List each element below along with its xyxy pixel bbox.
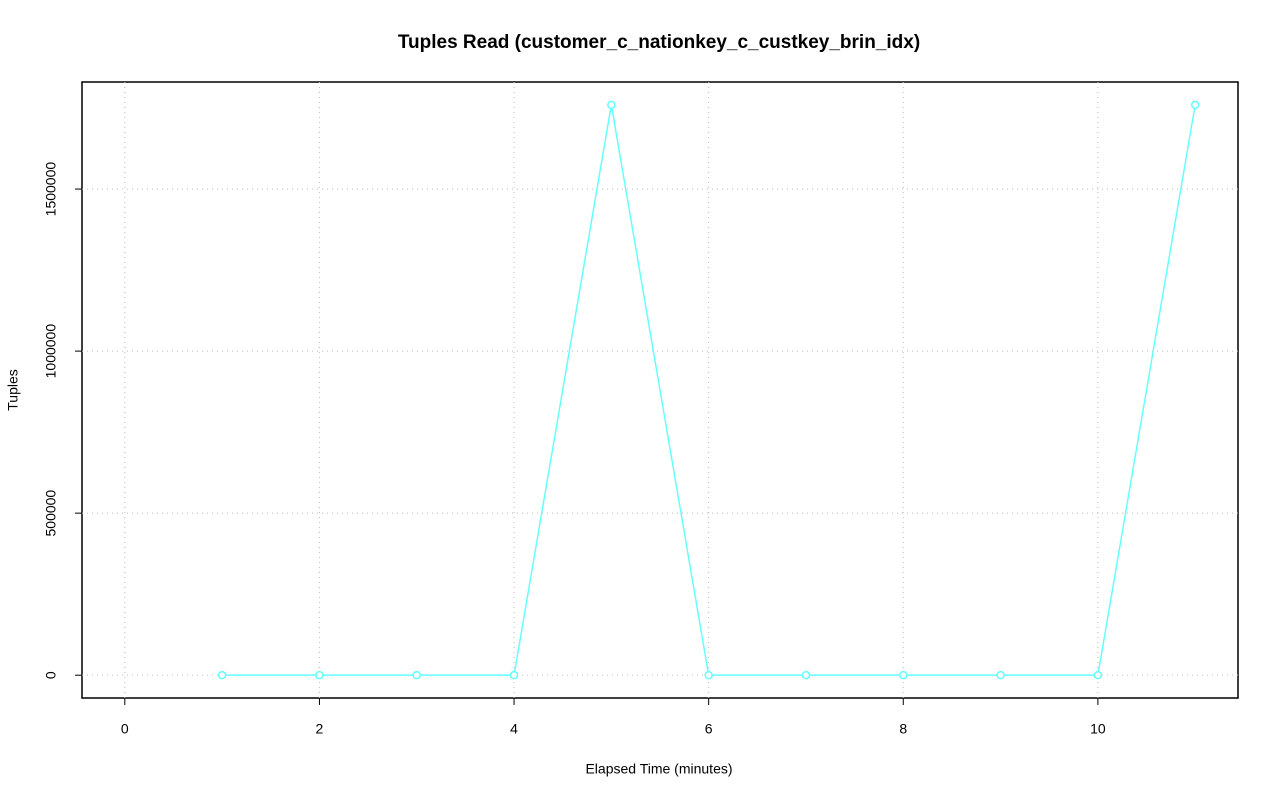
chart-title: Tuples Read (customer_c_nationkey_c_cust… — [398, 32, 920, 53]
data-point — [509, 670, 519, 680]
x-tick-label: 6 — [705, 721, 713, 737]
y-tick-label: 0 — [43, 671, 59, 679]
data-point — [607, 100, 616, 110]
data-point — [801, 670, 811, 680]
y-tick-label: 1000000 — [43, 324, 59, 379]
series-line — [222, 104, 1196, 676]
x-tick-label: 8 — [899, 721, 907, 737]
x-tick-label: 2 — [316, 721, 324, 737]
data-point — [899, 670, 908, 680]
y-axis-label: Tuples — [5, 369, 21, 411]
data-point — [315, 670, 324, 680]
data-point — [996, 670, 1005, 680]
plot-frame — [81, 81, 1239, 699]
data-point — [217, 670, 227, 680]
x-axis-label: Elapsed Time (minutes) — [585, 761, 732, 777]
y-tick-label: 1500000 — [43, 162, 59, 217]
x-tick-label: 4 — [510, 721, 518, 737]
data-point — [1190, 100, 1200, 110]
x-tick-label: 0 — [121, 721, 129, 737]
y-tick-label: 500000 — [43, 490, 59, 537]
x-tick-label: 10 — [1090, 721, 1106, 737]
data-point — [1093, 670, 1103, 680]
data-point — [412, 670, 421, 680]
data-point — [704, 670, 713, 680]
